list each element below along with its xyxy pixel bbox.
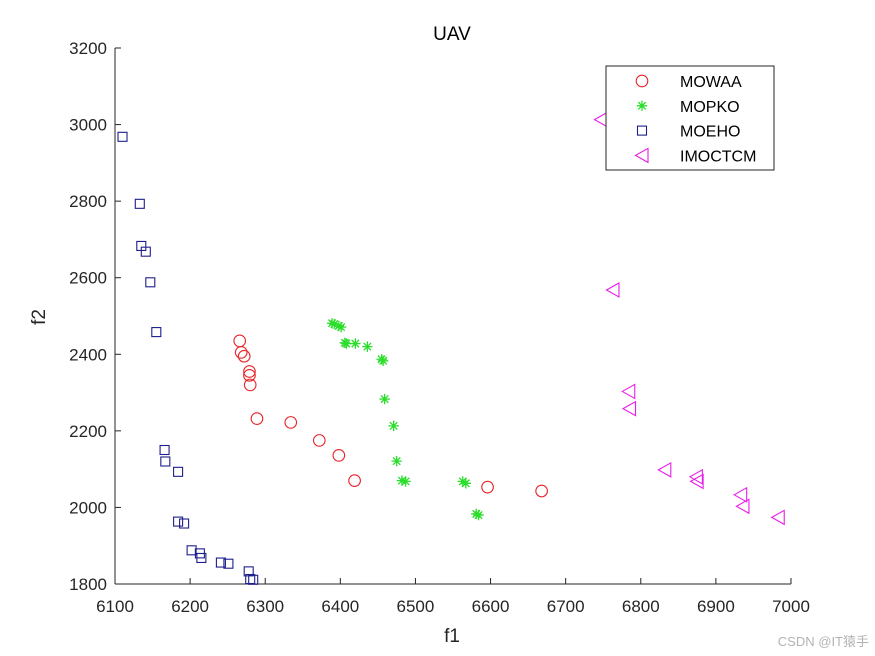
data-point-mopko: [326, 318, 338, 329]
data-point-imoctcm: [605, 282, 620, 298]
data-point-mopko: [341, 338, 352, 349]
data-point-mopko: [335, 321, 347, 333]
data-point-mopko: [333, 320, 345, 332]
x-axis-label: f1: [444, 626, 460, 647]
data-point-mopko: [457, 476, 468, 487]
data-point-moeho: [140, 246, 151, 257]
data-marks: [117, 111, 785, 585]
data-point-imoctcm: [770, 509, 785, 526]
data-point-moeho: [117, 131, 128, 142]
x-tick-label: 6700: [547, 597, 585, 616]
data-point-mopko: [471, 508, 482, 520]
data-point-mowaa: [284, 416, 298, 429]
data-point-moeho: [160, 456, 171, 467]
data-point-mowaa: [233, 334, 247, 348]
legend-marker-mowaa: [635, 74, 649, 88]
chart-title: UAV: [433, 24, 471, 45]
y-tick-label: 2400: [69, 345, 107, 364]
series-imoctcm: [593, 111, 785, 526]
data-point-mowaa: [250, 412, 264, 425]
legend-label-moeho: MOEHO: [680, 124, 740, 141]
data-point-moeho: [173, 466, 184, 477]
y-tick-label: 2800: [69, 192, 107, 211]
legend: MOWAA MOPKO MOEHO IMOCTCM: [605, 65, 775, 171]
data-point-mowaa: [237, 349, 251, 363]
data-point-imoctcm: [657, 461, 672, 478]
x-tick-label: 6800: [622, 597, 660, 616]
data-point-mopko: [391, 455, 402, 467]
series-moeho: [117, 131, 259, 585]
x-tick-label: 6900: [697, 597, 735, 616]
x-tick-label: 6500: [397, 597, 435, 616]
x-tick-label: 6100: [96, 597, 134, 616]
data-point-imoctcm: [735, 498, 750, 515]
data-point-moeho: [179, 518, 190, 529]
data-point-imoctcm: [621, 400, 637, 417]
y-tick-label: 2600: [69, 269, 107, 288]
y-tick-label: 3200: [69, 39, 107, 58]
legend-label-mowaa: MOWAA: [680, 74, 742, 91]
y-tick-label: 2000: [69, 498, 107, 517]
data-point-imoctcm: [593, 111, 608, 128]
x-tick-label: 6600: [472, 597, 510, 616]
data-point-mowaa: [332, 449, 346, 462]
series-mowaa: [233, 334, 548, 498]
data-point-moeho: [245, 573, 256, 585]
y-tick-label: 2200: [69, 422, 107, 441]
legend-marker-imoctcm: [634, 147, 649, 164]
x-tick-label: 6400: [321, 597, 359, 616]
data-point-mowaa: [234, 346, 248, 359]
y-tick-label: 1800: [69, 575, 107, 594]
axes: 6100 6200 6300 6400 6500 6600 6700 6800 6900 7000…: [69, 39, 810, 616]
data-point-imoctcm: [621, 383, 636, 400]
legend-box: [605, 65, 775, 171]
data-point-moeho: [215, 557, 226, 568]
data-point-mopko: [329, 318, 340, 330]
data-point-imoctcm: [733, 486, 748, 503]
data-point-mopko: [362, 341, 373, 352]
legend-label-mopko: MOPKO: [680, 99, 740, 116]
data-point-mopko: [460, 478, 471, 489]
data-point-moeho: [223, 558, 234, 569]
data-point-moeho: [145, 277, 156, 288]
data-point-mowaa: [348, 474, 361, 487]
data-point-mowaa: [243, 365, 256, 378]
data-point-moeho: [186, 545, 197, 556]
legend-marker-moeho: [636, 125, 648, 136]
data-point-mopko: [400, 476, 411, 487]
data-point-moeho: [196, 552, 207, 564]
watermark: CSDN @IT猿手: [777, 634, 869, 649]
data-point-mowaa: [243, 378, 257, 392]
data-point-mowaa: [312, 434, 326, 447]
data-point-mopko: [388, 420, 399, 432]
x-tick-label: 7000: [772, 597, 810, 616]
data-point-mopko: [379, 393, 390, 405]
y-axis-label: f2: [29, 309, 50, 325]
data-point-mopko: [377, 355, 389, 366]
data-point-mowaa: [481, 480, 494, 494]
legend-marker-mopko: [636, 100, 648, 111]
data-point-mowaa: [535, 484, 548, 498]
y-tick-label: 3000: [69, 116, 107, 135]
data-point-mopko: [473, 509, 484, 521]
data-point-moeho: [134, 198, 145, 209]
data-point-moeho: [248, 574, 259, 585]
data-point-imoctcm: [689, 473, 704, 490]
data-point-imoctcm: [688, 468, 703, 485]
data-point-moeho: [173, 516, 184, 527]
x-tick-label: 6200: [171, 597, 209, 616]
series-mopko: [326, 318, 484, 521]
x-tick-label: 6300: [246, 597, 284, 616]
data-point-mopko: [350, 338, 361, 349]
data-point-moeho: [151, 327, 162, 338]
data-point-mowaa: [243, 368, 256, 382]
data-point-moeho: [159, 444, 170, 456]
legend-label-imoctcm: IMOCTCM: [680, 148, 756, 165]
data-point-mopko: [396, 475, 408, 486]
